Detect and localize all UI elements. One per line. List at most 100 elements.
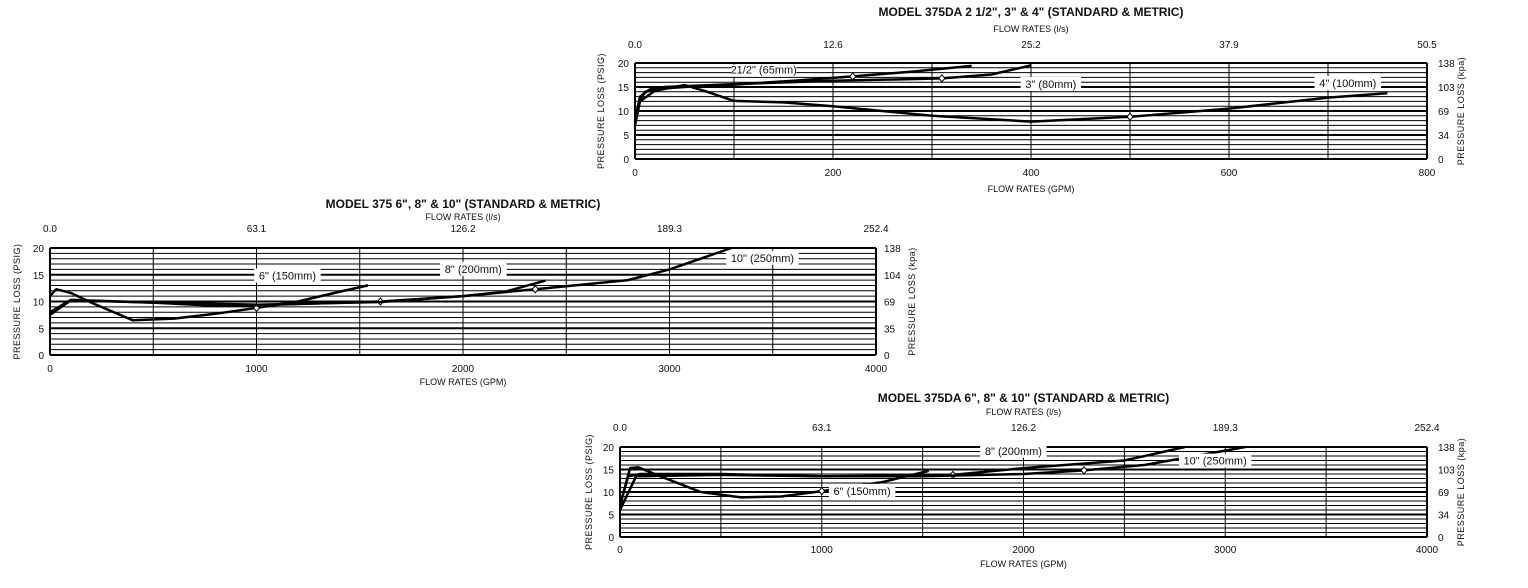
top-tick-label: 252.4 bbox=[1414, 423, 1439, 434]
series-1: 6" (150mm) bbox=[49, 268, 369, 322]
y-axis-label: PRESSURE LOSS (PSIG) bbox=[584, 434, 594, 550]
top-tick-label: 252.4 bbox=[863, 224, 888, 235]
x-tick-label: 3000 bbox=[1214, 545, 1237, 556]
top-tick-label: 63.1 bbox=[247, 224, 267, 235]
y-axis-label: PRESSURE LOSS (PSIG) bbox=[12, 243, 22, 359]
x-tick-label: 800 bbox=[1419, 168, 1436, 179]
chart-title: MODEL 375DA 6", 8" & 10" (STANDARD & MET… bbox=[878, 391, 1170, 405]
chart-3: MODEL 375DA 6", 8" & 10" (STANDARD & MET… bbox=[584, 391, 1466, 569]
series-3: 10" (250mm) bbox=[49, 246, 799, 314]
x-axis-label: FLOW RATES (GPM) bbox=[420, 377, 507, 387]
chart-1: MODEL 375DA 2 1/2", 3" & 4" (STANDARD & … bbox=[596, 5, 1466, 194]
x-tick-label: 400 bbox=[1023, 168, 1040, 179]
x-tick-label: 1000 bbox=[245, 364, 268, 375]
y-tick-label: 5 bbox=[38, 324, 44, 335]
right-tick-label: 69 bbox=[884, 298, 896, 309]
right-tick-label: 103 bbox=[1438, 466, 1455, 477]
series-3: 10" (250mm) bbox=[618, 445, 1252, 511]
top-tick-label: 126.2 bbox=[1011, 423, 1036, 434]
x-tick-label: 200 bbox=[825, 168, 842, 179]
right-tick-label: 104 bbox=[884, 271, 901, 282]
series-marker bbox=[818, 486, 826, 496]
right-axis-label: PRESSURE LOSS (kpa) bbox=[1456, 438, 1466, 547]
series-marker bbox=[1080, 466, 1088, 475]
right-tick-label: 103 bbox=[1438, 83, 1455, 94]
top-tick-label: 37.9 bbox=[1219, 40, 1239, 51]
right-axis-label: PRESSURE LOSS (kpa) bbox=[1456, 57, 1466, 166]
top-axis-label: FLOW RATES (l/s) bbox=[993, 24, 1068, 34]
right-tick-label: 138 bbox=[1438, 59, 1455, 70]
right-tick-label: 69 bbox=[1438, 488, 1450, 499]
series-label: 4" (100mm) bbox=[1319, 78, 1376, 90]
top-tick-label: 0.0 bbox=[628, 40, 642, 51]
top-tick-label: 0.0 bbox=[613, 423, 627, 434]
y-tick-label: 0 bbox=[608, 533, 614, 544]
chart-title: MODEL 375DA 2 1/2", 3" & 4" (STANDARD & … bbox=[879, 5, 1184, 19]
label-background bbox=[828, 483, 896, 498]
right-tick-label: 0 bbox=[884, 351, 890, 362]
top-tick-label: 25.2 bbox=[1021, 40, 1041, 51]
x-tick-label: 0 bbox=[617, 545, 623, 556]
label-background bbox=[1314, 76, 1382, 91]
y-tick-label: 15 bbox=[618, 83, 630, 94]
series-line bbox=[49, 246, 732, 314]
series-label: 10" (250mm) bbox=[731, 253, 794, 265]
series-label: 3" (80mm) bbox=[1025, 79, 1076, 91]
x-axis-label: FLOW RATES (GPM) bbox=[980, 559, 1067, 569]
series-marker bbox=[531, 284, 539, 294]
right-tick-label: 0 bbox=[1438, 533, 1444, 544]
right-tick-label: 138 bbox=[1438, 443, 1455, 454]
y-tick-label: 15 bbox=[33, 271, 45, 282]
top-tick-label: 12.6 bbox=[823, 40, 843, 51]
x-tick-label: 1000 bbox=[811, 545, 834, 556]
y-tick-label: 10 bbox=[603, 488, 615, 499]
series-marker bbox=[1126, 112, 1134, 122]
series-label: 8" (200mm) bbox=[985, 446, 1042, 458]
label-background bbox=[726, 250, 799, 265]
x-tick-label: 0 bbox=[47, 364, 53, 375]
right-tick-label: 34 bbox=[1438, 511, 1450, 522]
top-axis-label: FLOW RATES (l/s) bbox=[425, 212, 500, 222]
y-tick-label: 20 bbox=[33, 244, 45, 255]
y-tick-label: 5 bbox=[608, 511, 614, 522]
series-line bbox=[633, 64, 972, 121]
label-background bbox=[731, 64, 797, 77]
x-tick-label: 600 bbox=[1221, 168, 1238, 179]
top-tick-label: 0.0 bbox=[43, 224, 57, 235]
series-3: 4" (100mm) bbox=[633, 76, 1388, 123]
label-background bbox=[1020, 77, 1082, 91]
x-tick-label: 3000 bbox=[658, 364, 681, 375]
chart-2: MODEL 375 6", 8" & 10" (STANDARD & METRI… bbox=[12, 197, 917, 387]
label-background bbox=[1178, 453, 1252, 468]
top-tick-label: 189.3 bbox=[657, 224, 682, 235]
series-line bbox=[633, 83, 1388, 123]
x-tick-label: 0 bbox=[632, 168, 638, 179]
x-tick-label: 2000 bbox=[452, 364, 475, 375]
top-tick-label: 50.5 bbox=[1417, 40, 1437, 51]
series-1: 6" (150mm) bbox=[618, 466, 929, 506]
series-marker bbox=[849, 72, 857, 81]
x-tick-label: 2000 bbox=[1012, 545, 1035, 556]
x-axis-label: FLOW RATES (GPM) bbox=[988, 184, 1075, 194]
label-background bbox=[440, 262, 507, 277]
right-tick-label: 69 bbox=[1438, 107, 1450, 118]
series-line bbox=[49, 284, 369, 322]
right-tick-label: 34 bbox=[1438, 131, 1450, 142]
right-tick-label: 0 bbox=[1438, 155, 1444, 166]
y-tick-label: 10 bbox=[33, 298, 45, 309]
grid bbox=[619, 446, 1428, 538]
right-tick-label: 35 bbox=[884, 324, 896, 335]
top-axis-label: FLOW RATES (l/s) bbox=[986, 407, 1061, 417]
series-2: 3" (80mm) bbox=[633, 64, 1082, 126]
y-tick-label: 20 bbox=[603, 443, 615, 454]
series-label: 6" (150mm) bbox=[259, 270, 316, 282]
series-label: 10" (250mm) bbox=[1184, 456, 1247, 468]
series-marker bbox=[938, 74, 946, 83]
y-tick-label: 10 bbox=[618, 107, 630, 118]
right-axis-label: PRESSURE LOSS (kpa) bbox=[907, 247, 917, 356]
y-tick-label: 15 bbox=[603, 466, 615, 477]
y-tick-label: 20 bbox=[618, 59, 630, 70]
series-label: 8" (200mm) bbox=[445, 264, 502, 276]
top-tick-label: 63.1 bbox=[812, 423, 832, 434]
